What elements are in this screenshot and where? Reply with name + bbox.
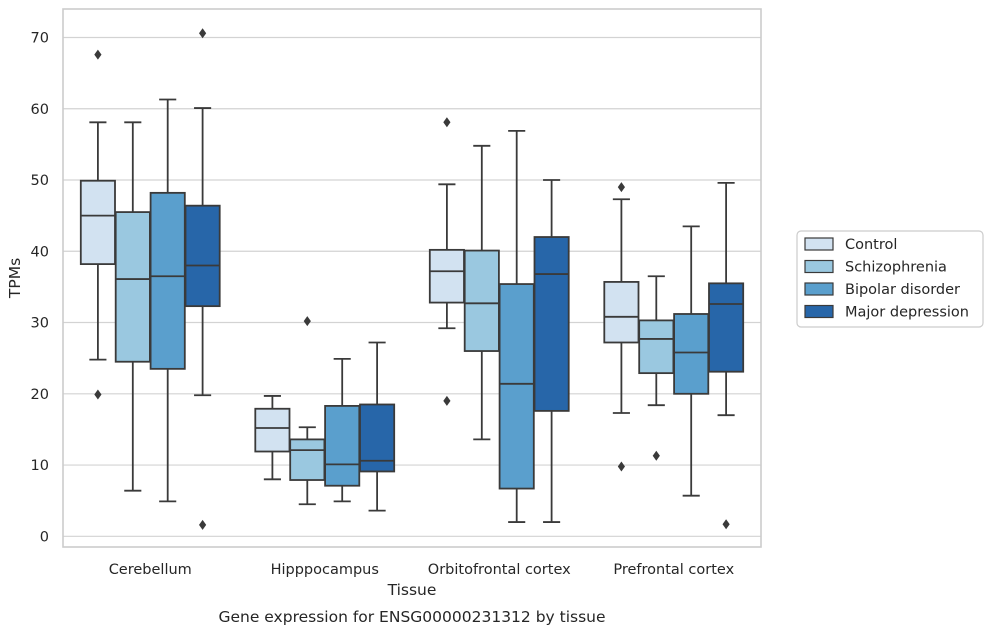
- legend-swatch: [804, 259, 834, 274]
- box: [184, 204, 221, 308]
- box: [324, 405, 361, 487]
- box-group: [708, 181, 745, 530]
- legend-label: Major depression: [845, 305, 969, 321]
- legend: Control Schizophrenia Bipolar disorder Majo…: [796, 230, 984, 328]
- box: [498, 283, 535, 490]
- box: [673, 313, 710, 395]
- outlier-point: [199, 519, 207, 530]
- outlier-point: [94, 389, 102, 400]
- outlier-point: [94, 49, 102, 60]
- plot-frame: [62, 8, 762, 548]
- figure-caption: Gene expression for ENSG00000231312 by t…: [218, 608, 605, 626]
- legend-swatch: [804, 304, 834, 319]
- outlier-point: [617, 461, 625, 472]
- box: [638, 319, 675, 375]
- y-tick-label: 70: [31, 31, 49, 47]
- y-tick-labels: 0 10 20 30 40 50 60 70: [31, 31, 49, 546]
- outlier-point: [199, 28, 207, 39]
- box: [289, 438, 326, 481]
- y-tick-label: 10: [31, 458, 49, 474]
- box-group: [114, 121, 151, 492]
- box: [428, 248, 465, 304]
- x-tick-label: Prefrontal cortex: [613, 562, 734, 578]
- box-group: [673, 225, 710, 497]
- box-group: [603, 182, 640, 472]
- box-group: [289, 316, 326, 506]
- y-axis-label: TPMs: [6, 258, 24, 299]
- legend-label: Schizophrenia: [845, 260, 947, 276]
- box-group: [184, 28, 221, 530]
- outlier-point: [443, 117, 451, 128]
- outlier-point: [652, 450, 660, 461]
- box-group: [533, 179, 570, 523]
- box: [114, 211, 151, 363]
- box: [533, 236, 570, 412]
- box-group: [359, 341, 396, 512]
- box: [79, 179, 116, 266]
- outlier-point: [722, 519, 730, 530]
- y-tick-label: 40: [31, 244, 49, 260]
- box-plot-series: [79, 28, 745, 530]
- legend-label: Control: [845, 237, 897, 253]
- box-group: [638, 275, 675, 461]
- y-tick-label: 30: [31, 316, 49, 332]
- x-tick-labels: Cerebellum Hipppocampus Orbitofrontal cort…: [109, 562, 735, 578]
- box-group: [498, 129, 535, 523]
- box: [254, 407, 291, 453]
- box-group: [428, 117, 465, 406]
- y-tick-label: 50: [31, 173, 49, 189]
- x-axis-label: Tissue: [387, 581, 437, 599]
- box-group: [324, 357, 361, 503]
- outlier-point: [443, 395, 451, 406]
- y-tick-label: 20: [31, 387, 49, 403]
- box-group: [149, 98, 186, 503]
- x-tick-label: Orbitofrontal cortex: [428, 562, 571, 578]
- outlier-point: [617, 182, 625, 193]
- x-tick-label: Cerebellum: [109, 562, 192, 578]
- box-group: [463, 144, 500, 441]
- legend-label: Bipolar disorder: [845, 282, 960, 298]
- box-group: [79, 49, 116, 400]
- box: [149, 191, 186, 370]
- x-tick-label: Hipppocampus: [271, 562, 379, 578]
- outlier-point: [303, 316, 311, 327]
- legend-swatch: [804, 282, 834, 296]
- box-group: [254, 395, 291, 481]
- y-tick-label: 0: [40, 529, 49, 545]
- y-tick-label: 60: [31, 102, 49, 118]
- box: [463, 249, 500, 352]
- legend-frame: [796, 230, 984, 328]
- box: [603, 281, 640, 344]
- box: [708, 282, 745, 373]
- legend-swatch: [804, 237, 834, 251]
